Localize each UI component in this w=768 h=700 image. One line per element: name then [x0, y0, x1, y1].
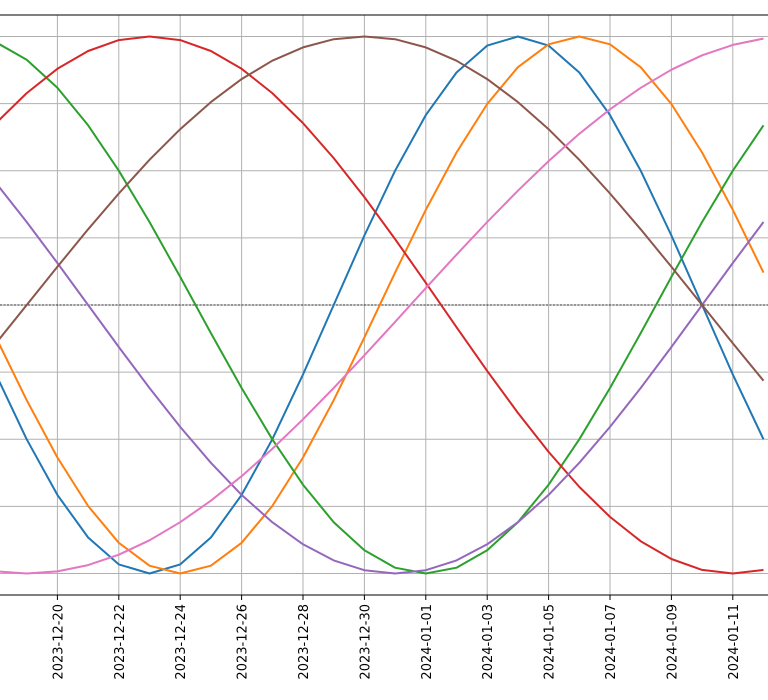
- x-tick-label: 2023-12-20: [51, 604, 66, 680]
- series-layer: [0, 35, 765, 575]
- x-tick-label: 2023-12-30: [358, 604, 373, 680]
- x-tick-label: 2024-01-07: [604, 604, 619, 680]
- x-tick-label: 2023-12-22: [113, 604, 128, 680]
- series-line-2: [0, 35, 765, 575]
- x-tick-label: 2024-01-11: [727, 604, 742, 680]
- series-line-3: [0, 43, 765, 575]
- series-line-5: [0, 186, 765, 575]
- x-axis-ticks: 2023-12-20 2023-12-22 2023-12-24 2023-12-26…: [51, 595, 742, 680]
- y-gridlines: [0, 35, 768, 575]
- x-tick-label: 2024-01-01: [420, 604, 435, 680]
- series-line-6: [0, 35, 765, 382]
- x-tick-label: 2024-01-05: [543, 604, 558, 680]
- x-tick-label: 2024-01-03: [481, 604, 496, 680]
- series-line-4: [0, 35, 764, 575]
- x-tick-label: 2023-12-24: [174, 604, 189, 680]
- x-tick-label: 2023-12-28: [297, 604, 312, 680]
- series-line-7: [0, 37, 764, 575]
- x-tick-label: 2024-01-09: [665, 604, 680, 680]
- x-tick-label: 2023-12-26: [236, 604, 251, 680]
- series-line-1: [0, 35, 765, 575]
